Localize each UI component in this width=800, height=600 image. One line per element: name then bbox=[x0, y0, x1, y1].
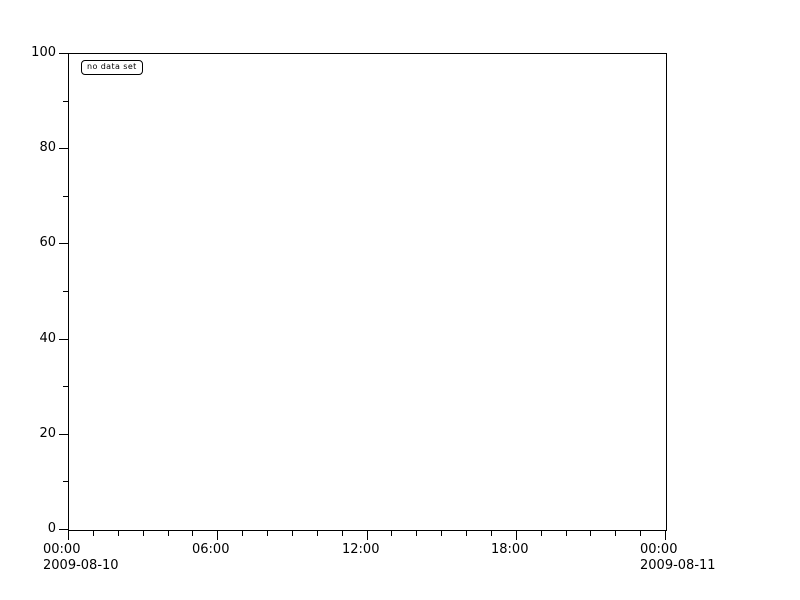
y-tick-major bbox=[59, 339, 69, 340]
x-tick-label-time: 00:00 bbox=[640, 542, 678, 557]
x-tick-label: 06:00 bbox=[192, 542, 229, 558]
x-tick-minor bbox=[143, 530, 144, 536]
x-tick-minor bbox=[317, 530, 318, 536]
y-tick-label: 40 bbox=[39, 331, 56, 346]
x-tick-minor bbox=[416, 530, 417, 536]
y-tick-major bbox=[59, 529, 69, 530]
x-tick-minor bbox=[491, 530, 492, 536]
x-tick-label: 18:00 bbox=[491, 542, 528, 558]
x-tick-label: 00:00 2009-08-10 bbox=[43, 542, 119, 574]
y-tick-minor bbox=[63, 386, 69, 387]
y-tick-minor bbox=[63, 196, 69, 197]
x-tick-minor bbox=[640, 530, 641, 536]
x-tick-label: 12:00 bbox=[342, 542, 379, 558]
y-tick-label: 80 bbox=[39, 140, 56, 155]
y-tick-major bbox=[59, 53, 69, 54]
y-tick-major bbox=[59, 243, 69, 244]
x-tick-minor bbox=[267, 530, 268, 536]
x-tick-minor bbox=[168, 530, 169, 536]
x-tick-minor bbox=[441, 530, 442, 536]
x-tick-minor bbox=[192, 530, 193, 536]
y-tick-minor bbox=[63, 481, 69, 482]
x-tick-minor bbox=[566, 530, 567, 536]
legend: no data set bbox=[81, 60, 143, 75]
legend-entry-label: no data set bbox=[87, 62, 137, 71]
y-tick-label: 20 bbox=[39, 426, 56, 441]
y-tick-label: 0 bbox=[47, 521, 56, 536]
plot-area bbox=[68, 53, 667, 531]
x-tick-major bbox=[516, 530, 517, 540]
x-tick-minor bbox=[93, 530, 94, 536]
x-tick-major bbox=[665, 530, 666, 540]
x-tick-major bbox=[68, 530, 69, 540]
x-tick-label-time: 18:00 bbox=[491, 542, 529, 557]
x-tick-major bbox=[217, 530, 218, 540]
x-tick-minor bbox=[590, 530, 591, 536]
x-tick-label-date: 2009-08-11 bbox=[640, 558, 716, 573]
x-tick-minor bbox=[541, 530, 542, 536]
x-tick-major bbox=[367, 530, 368, 540]
x-tick-label: 00:00 2009-08-11 bbox=[640, 542, 716, 574]
x-tick-minor bbox=[292, 530, 293, 536]
x-tick-minor bbox=[342, 530, 343, 536]
x-tick-minor bbox=[242, 530, 243, 536]
y-tick-major bbox=[59, 434, 69, 435]
y-tick-label: 100 bbox=[31, 45, 56, 60]
x-tick-minor bbox=[391, 530, 392, 536]
x-tick-minor bbox=[466, 530, 467, 536]
x-tick-label-time: 06:00 bbox=[192, 542, 230, 557]
x-tick-minor bbox=[615, 530, 616, 536]
y-tick-major bbox=[59, 148, 69, 149]
y-tick-minor bbox=[63, 291, 69, 292]
x-tick-label-date: 2009-08-10 bbox=[43, 558, 119, 573]
x-tick-minor bbox=[118, 530, 119, 536]
y-tick-label: 60 bbox=[39, 235, 56, 250]
y-tick-minor bbox=[63, 101, 69, 102]
x-tick-label-time: 12:00 bbox=[342, 542, 380, 557]
x-tick-label-time: 00:00 bbox=[43, 542, 81, 557]
